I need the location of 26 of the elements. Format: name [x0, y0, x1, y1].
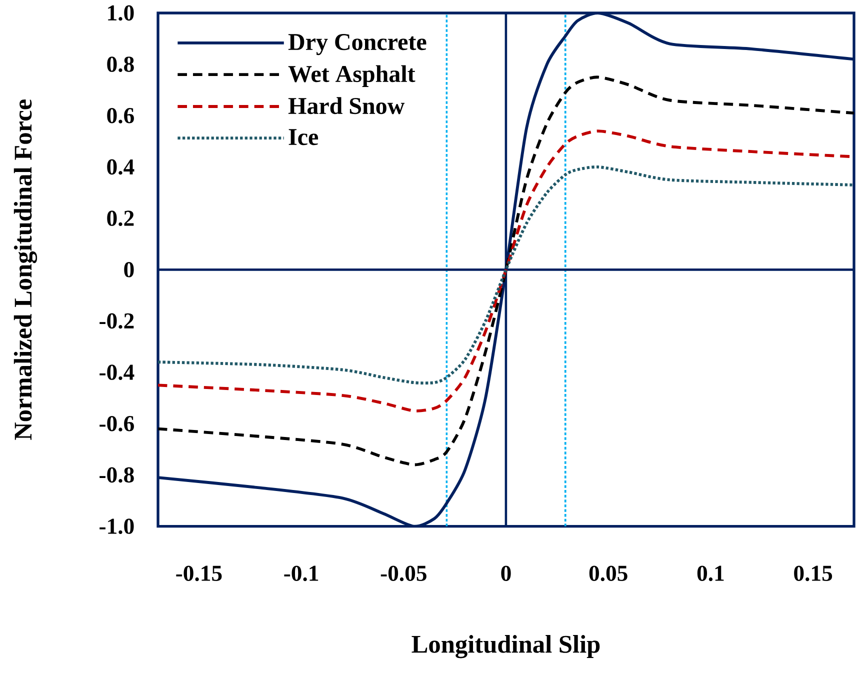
y-tick-label: -0.8	[100, 467, 134, 483]
x-tick-label: 0.05	[589, 566, 628, 582]
y-tick-label: 0.2	[107, 210, 134, 226]
y-tick-label: 1.0	[108, 5, 134, 21]
x-tick-label: 0.15	[794, 566, 832, 582]
x-tick-label: -0.05	[380, 566, 426, 582]
x-tick-label: 0	[501, 566, 511, 581]
y-tick-label: -0.4	[100, 364, 134, 380]
x-axis-title: Longitudinal Slip	[412, 635, 600, 658]
line-series	[158, 12, 854, 526]
legend-label: Hard Snow	[288, 97, 405, 114]
y-tick-label: 0	[124, 262, 134, 278]
x-tick-label: -0.1	[284, 566, 318, 582]
y-tick-label: 0.4	[107, 159, 134, 175]
y-tick-label: -0.2	[100, 313, 134, 329]
x-tick-label: -0.15	[176, 566, 222, 582]
legend-label: Ice	[288, 129, 318, 146]
y-axis-title: Normalized Longitudinal Force	[14, 100, 38, 440]
legend-label: Dry Concrete	[288, 34, 426, 56]
x-tick-label: 0.1	[697, 566, 724, 582]
y-tick-label: 0.6	[107, 108, 134, 124]
y-tick-label: 0.8	[107, 56, 134, 72]
y-tick-label: -0.6	[100, 416, 134, 432]
line-series	[158, 165, 854, 385]
legend-label: Wet Asphalt	[288, 65, 416, 87]
y-tick-label: -1.0	[100, 518, 134, 534]
